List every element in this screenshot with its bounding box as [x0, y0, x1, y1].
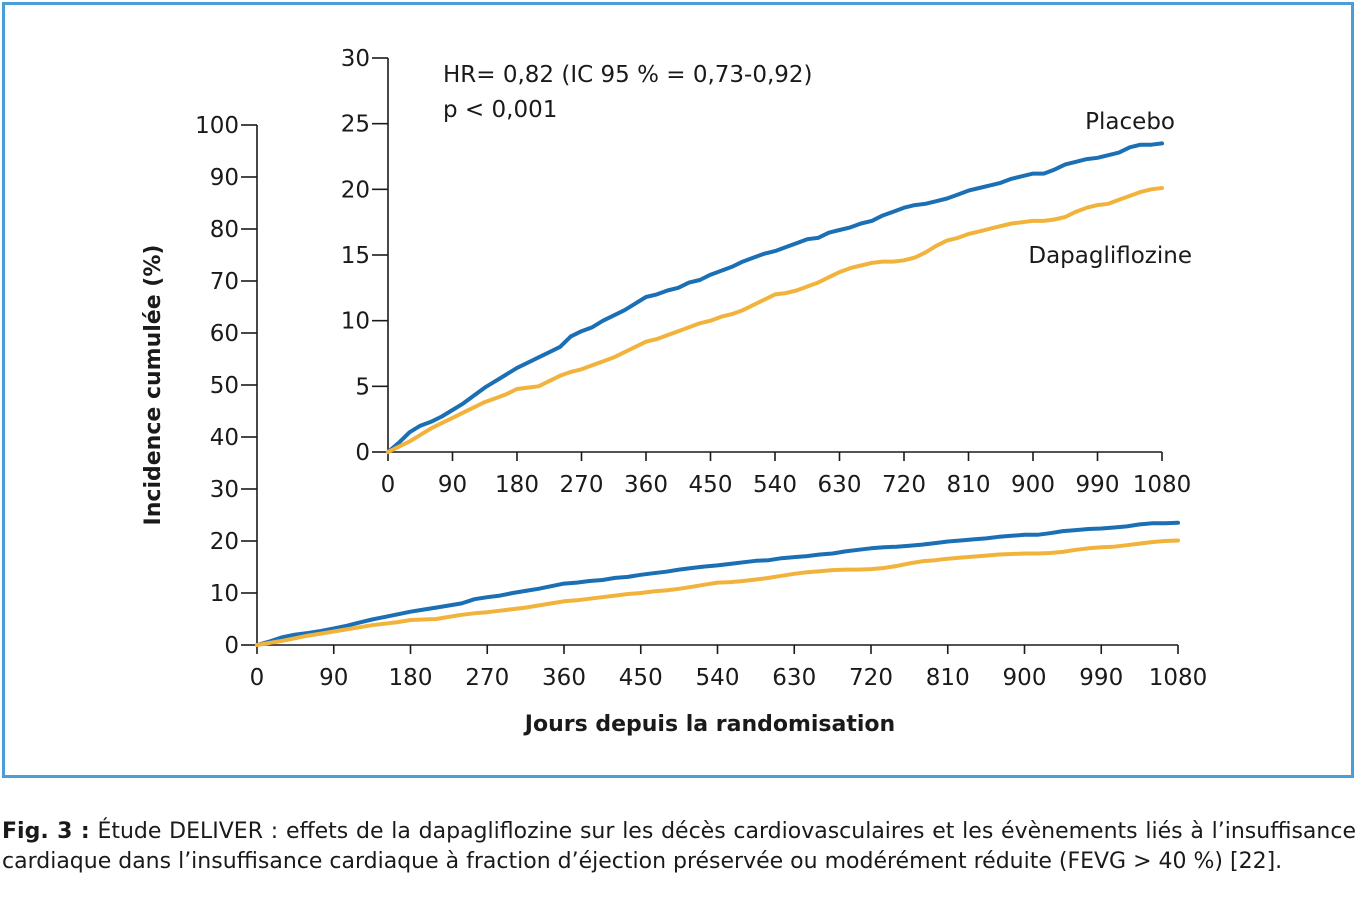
- inset-y-tick-label: 25: [341, 112, 370, 138]
- inset-x-tick-label: 720: [882, 472, 926, 498]
- inset-x-tick-label: 990: [1076, 472, 1120, 498]
- inset-y-tick-label: 20: [341, 177, 370, 203]
- inset-y-tick-label: 5: [355, 374, 370, 400]
- inset-x-tick-label: 1080: [1133, 472, 1192, 498]
- main-x-tick-label: 1080: [1149, 665, 1208, 691]
- inset-x-tick-label: 630: [818, 472, 862, 498]
- main-y-tick-label: 80: [210, 217, 239, 243]
- main-x-tick-label: 810: [926, 665, 970, 691]
- main-x-tick-label: 630: [772, 665, 816, 691]
- main-x-tick-label: 360: [542, 665, 586, 691]
- inset-x-tick-label: 180: [495, 472, 539, 498]
- main-y-tick-label: 90: [210, 165, 239, 191]
- y-axis-title: Incidence cumulée (%): [141, 245, 166, 526]
- main-x-tick-label: 270: [465, 665, 509, 691]
- inset-x-tick-label: 810: [947, 472, 991, 498]
- inset-x-tick-label: 900: [1011, 472, 1055, 498]
- inset-y-tick-label: 0: [355, 440, 370, 466]
- main-y-tick-label: 40: [210, 425, 239, 451]
- figure-caption: Fig. 3 : Étude DELIVER : effets de la da…: [2, 817, 1356, 877]
- inset-line-dapagliflozine: [386, 186, 1164, 454]
- main-y-tick-label: 20: [210, 529, 239, 555]
- inset-chart: 0 5 10 15 20 25 30 0 90 180 270 360 450 540 630 720 810 9…: [341, 46, 1192, 498]
- figure-frame: [2, 2, 1354, 778]
- caption-label: Fig. 3 :: [2, 819, 90, 844]
- inset-line-placebo: [386, 141, 1164, 454]
- caption-text: Étude DELIVER : effets de la dapaglifloz…: [2, 819, 1356, 874]
- inset-x-tick-label: 540: [753, 472, 797, 498]
- main-line-dapagliflozine: [255, 538, 1180, 647]
- dapagliflozine-label: Dapagliflozine: [1028, 243, 1192, 269]
- inset-y-tick-label: 10: [341, 309, 370, 335]
- main-x-tick-label: 900: [1003, 665, 1047, 691]
- inset-y-tick-label: 15: [341, 243, 370, 269]
- main-y-tick-label: 10: [210, 581, 239, 607]
- main-line-placebo: [255, 520, 1180, 647]
- inset-x-tick-label: 90: [438, 472, 467, 498]
- main-x-tick-label: 720: [849, 665, 893, 691]
- main-x-tick-label: 450: [619, 665, 663, 691]
- x-axis-title: Jours depuis la randomisation: [523, 712, 895, 737]
- main-y-tick-label: 100: [195, 113, 239, 139]
- hr-annotation: HR= 0,82 (IC 95 % = 0,73-0,92): [443, 62, 813, 88]
- p-value-annotation: p < 0,001: [443, 97, 557, 123]
- main-x-tick-label: 990: [1079, 665, 1123, 691]
- main-x-tick-label: 540: [696, 665, 740, 691]
- placebo-label: Placebo: [1085, 109, 1175, 135]
- main-y-tick-label: 70: [210, 269, 239, 295]
- main-y-tick-label: 50: [210, 373, 239, 399]
- main-x-tick-label: 90: [319, 665, 348, 691]
- inset-x-tick-label: 270: [560, 472, 604, 498]
- main-y-tick-label: 0: [224, 633, 239, 659]
- main-y-tick-label: 60: [210, 321, 239, 347]
- inset-x-tick-label: 360: [624, 472, 668, 498]
- inset-y-tick-label: 30: [341, 46, 370, 72]
- inset-x-tick-label: 450: [689, 472, 733, 498]
- main-x-tick-label: 180: [389, 665, 433, 691]
- main-y-tick-label: 30: [210, 477, 239, 503]
- inset-x-tick-label: 0: [381, 472, 396, 498]
- main-x-tick-label: 0: [250, 665, 265, 691]
